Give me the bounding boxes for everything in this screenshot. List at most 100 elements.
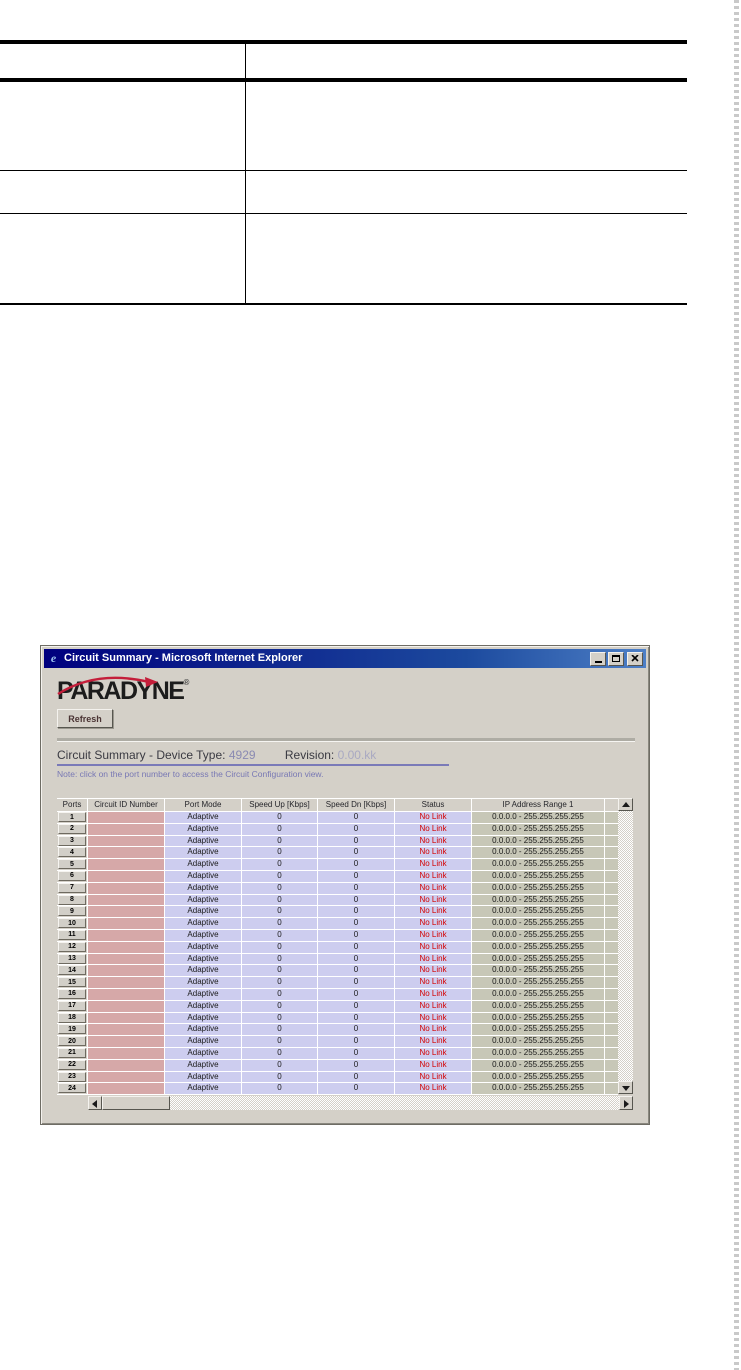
port-button[interactable]: 16 [58, 988, 86, 999]
partial-cell [605, 1059, 618, 1072]
port-button[interactable]: 13 [58, 953, 86, 964]
speed-dn-cell: 0 [318, 1036, 395, 1048]
port-mode-cell: Adaptive [165, 906, 242, 919]
port-button[interactable]: 15 [58, 977, 86, 988]
speed-up-cell: 0 [242, 906, 318, 919]
port-button[interactable]: 20 [58, 1036, 86, 1047]
circuit-id-cell [88, 1000, 165, 1013]
horizontal-scrollbar-thumb[interactable] [102, 1096, 170, 1110]
ip-range-cell: 0.0.0.0 - 255.255.255.255 [472, 870, 605, 883]
note-text: Note: click on the port number to access… [57, 769, 324, 779]
speed-dn-cell: 0 [318, 1071, 395, 1084]
circuit-id-cell [88, 941, 165, 954]
circuit-id-cell [88, 823, 165, 836]
partial-cell [605, 1083, 618, 1096]
port-button[interactable]: 11 [58, 929, 86, 940]
column-header-status: Status [395, 799, 472, 812]
circuit-id-cell [88, 1059, 165, 1072]
port-button[interactable]: 3 [58, 835, 86, 846]
port-button[interactable]: 6 [58, 870, 86, 881]
table-row: 14 Adaptive 0 0 No Link 0.0.0.0 - 255.255.255… [57, 965, 618, 978]
status-cell: No Link [395, 1059, 472, 1072]
circuit-id-cell [88, 835, 165, 848]
port-mode-cell: Adaptive [165, 894, 242, 907]
status-cell: No Link [395, 1012, 472, 1025]
port-button[interactable]: 1 [58, 812, 86, 822]
port-button[interactable]: 14 [58, 965, 86, 976]
partial-cell [605, 1036, 618, 1048]
speed-dn-cell: 0 [318, 1083, 395, 1096]
port-button[interactable]: 8 [58, 894, 86, 905]
speed-dn-cell: 0 [318, 847, 395, 860]
vertical-scrollbar-track[interactable] [618, 811, 633, 1081]
port-button[interactable]: 18 [58, 1012, 86, 1023]
status-cell: No Link [395, 823, 472, 836]
port-button[interactable]: 22 [58, 1059, 86, 1070]
scroll-left-button[interactable] [88, 1096, 102, 1110]
ip-range-cell: 0.0.0.0 - 255.255.255.255 [472, 847, 605, 860]
ip-range-cell: 0.0.0.0 - 255.255.255.255 [472, 1059, 605, 1072]
registered-mark: ® [183, 678, 190, 687]
port-button[interactable]: 17 [58, 1000, 86, 1011]
horizontal-scrollbar[interactable] [88, 1096, 633, 1110]
status-cell: No Link [395, 1000, 472, 1013]
speed-dn-cell: 0 [318, 941, 395, 954]
port-cell: 20 [57, 1036, 88, 1048]
status-cell: No Link [395, 988, 472, 1001]
maximize-button[interactable] [608, 651, 624, 666]
speed-dn-cell: 0 [318, 929, 395, 942]
ip-range-cell: 0.0.0.0 - 255.255.255.255 [472, 835, 605, 848]
speed-up-cell: 0 [242, 835, 318, 848]
column-header-ports: Ports [57, 799, 88, 812]
port-button[interactable]: 19 [58, 1024, 86, 1035]
port-button[interactable]: 24 [58, 1083, 86, 1094]
partial-cell [605, 823, 618, 836]
ip-range-cell: 0.0.0.0 - 255.255.255.255 [472, 1024, 605, 1037]
circuit-id-cell [88, 1012, 165, 1025]
port-cell: 19 [57, 1024, 88, 1037]
close-button[interactable] [627, 651, 643, 666]
port-mode-cell: Adaptive [165, 1036, 242, 1048]
speed-dn-cell: 0 [318, 882, 395, 895]
port-mode-cell: Adaptive [165, 1000, 242, 1013]
table-row: 8 Adaptive 0 0 No Link 0.0.0.0 - 255.255.255.… [57, 894, 618, 907]
port-cell: 13 [57, 953, 88, 966]
status-cell: No Link [395, 859, 472, 871]
refresh-button[interactable]: Refresh [57, 709, 113, 728]
partial-cell [605, 1047, 618, 1060]
device-type-value: 4929 [228, 748, 256, 762]
port-mode-cell: Adaptive [165, 859, 242, 871]
port-button[interactable]: 7 [58, 882, 86, 893]
port-button[interactable]: 9 [58, 906, 86, 917]
circuit-id-cell [88, 929, 165, 942]
speed-up-cell: 0 [242, 929, 318, 942]
port-button[interactable]: 23 [58, 1071, 86, 1082]
speed-up-cell: 0 [242, 1012, 318, 1025]
scroll-right-button[interactable] [619, 1096, 633, 1110]
port-button[interactable]: 21 [58, 1047, 86, 1058]
port-button[interactable]: 10 [58, 918, 86, 929]
circuit-id-cell [88, 882, 165, 895]
speed-dn-cell: 0 [318, 823, 395, 836]
partial-cell [605, 953, 618, 966]
partial-cell [605, 882, 618, 895]
port-button[interactable]: 4 [58, 847, 86, 858]
status-cell: No Link [395, 906, 472, 919]
column-header-speed-dn-kbps-: Speed Dn [Kbps] [318, 799, 395, 812]
horizontal-scrollbar-track[interactable] [170, 1096, 619, 1110]
scroll-down-button[interactable] [618, 1081, 633, 1094]
window-titlebar[interactable]: e Circuit Summary - Microsoft Internet E… [44, 649, 646, 668]
port-button[interactable]: 2 [58, 823, 86, 834]
device-type-label: Circuit Summary - Device Type: [57, 748, 226, 762]
vertical-scrollbar[interactable] [618, 798, 633, 1094]
port-button[interactable]: 5 [58, 859, 86, 870]
circuit-id-cell [88, 859, 165, 871]
column-header-circuit-id-number: Circuit ID Number [88, 799, 165, 812]
minimize-button[interactable] [590, 651, 606, 666]
port-cell: 11 [57, 929, 88, 942]
scroll-up-button[interactable] [618, 798, 633, 811]
port-button[interactable]: 12 [58, 941, 86, 952]
speed-dn-cell: 0 [318, 894, 395, 907]
reference-table-row [0, 171, 687, 214]
